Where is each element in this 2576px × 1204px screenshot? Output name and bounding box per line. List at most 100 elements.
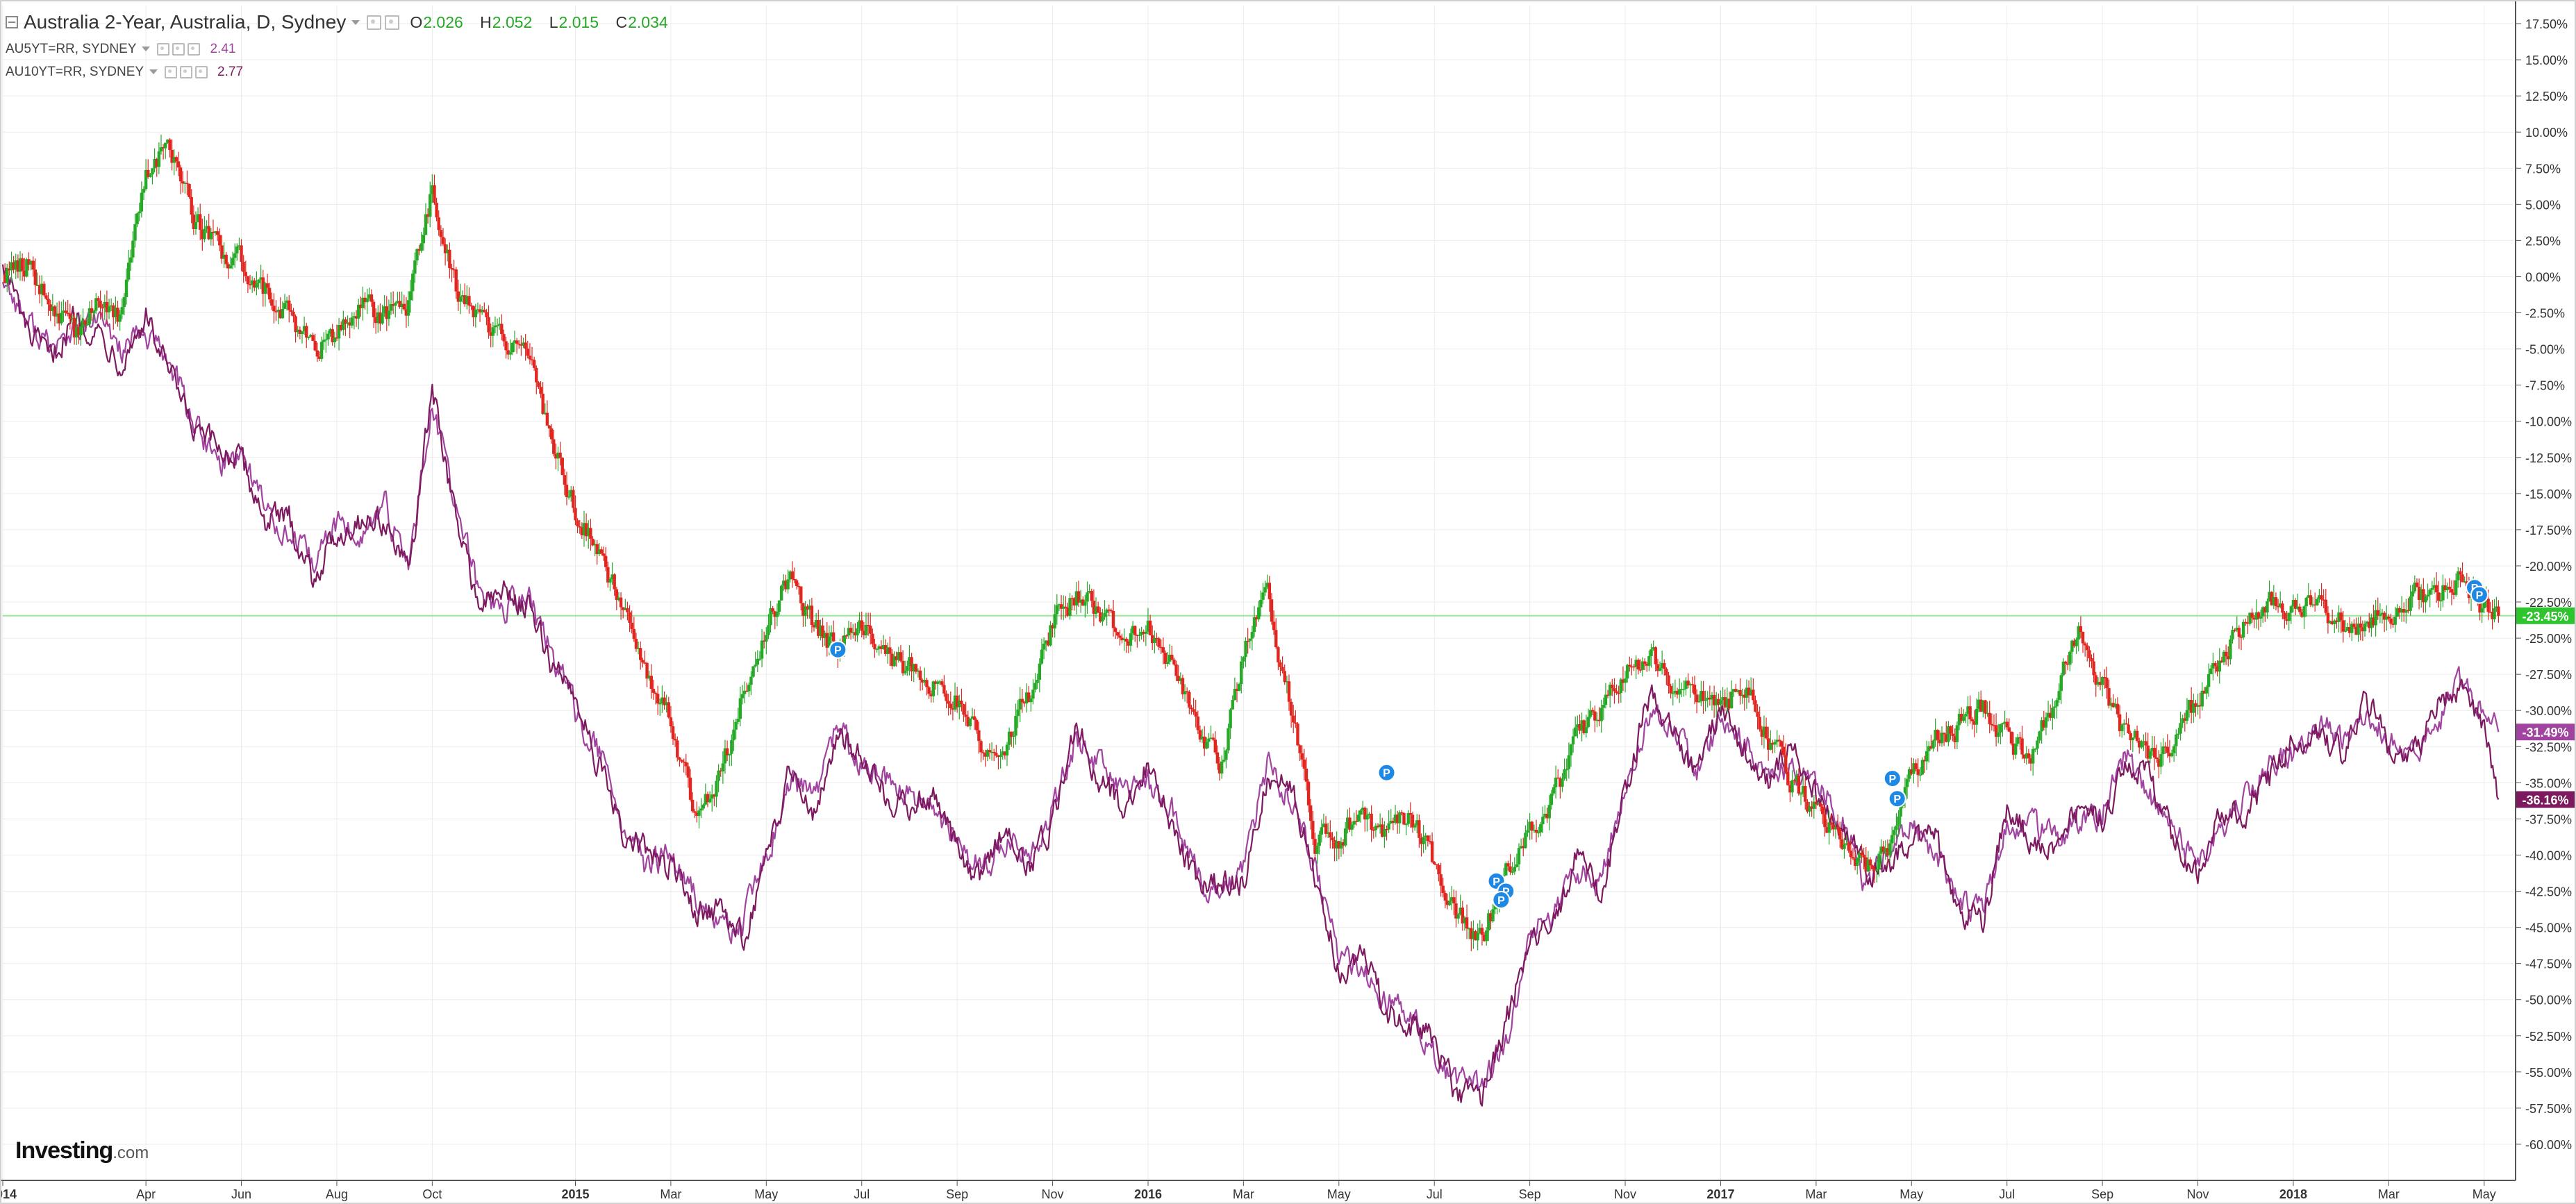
candle-body: [1806, 801, 1809, 812]
candle-body: [1580, 720, 1584, 731]
candle-body: [769, 608, 772, 626]
candle-body: [1925, 751, 1929, 762]
candle-body: [157, 151, 161, 167]
candle-body: [2013, 744, 2018, 755]
candle-body: [213, 231, 217, 233]
settings-icon[interactable]: [172, 42, 185, 56]
eye-icon[interactable]: [367, 15, 382, 30]
candle-body: [1686, 680, 1690, 686]
settings-icon[interactable]: [385, 15, 400, 30]
candle-body: [1372, 829, 1375, 831]
candle-body: [1781, 746, 1786, 755]
series-name-au5yt[interactable]: AU5YT=RR, SYDNEY: [6, 41, 137, 56]
high-value: 2.052: [492, 12, 533, 31]
instrument-title[interactable]: Australia 2-Year, Australia, D, Sydney: [24, 11, 347, 33]
eye-icon[interactable]: [157, 42, 170, 56]
logo-brand: Investing: [15, 1137, 113, 1164]
close-icon[interactable]: [195, 65, 208, 78]
candle-body: [2328, 621, 2332, 624]
y-tick-label: 2.50%: [2525, 234, 2561, 248]
candle-body: [120, 307, 124, 315]
candle-body: [762, 640, 766, 642]
candle-body: [25, 259, 28, 277]
candle-body: [995, 753, 998, 756]
candle-body: [2341, 620, 2345, 632]
close-label: C: [615, 12, 628, 31]
low-value: 2.015: [558, 12, 599, 31]
candle-body: [927, 687, 931, 694]
y-tick-label: -57.50%: [2525, 1102, 2572, 1116]
series-name-au10yt[interactable]: AU10YT=RR, SYDNEY: [6, 64, 144, 79]
candle-body: [842, 635, 846, 647]
candle-body: [1743, 694, 1747, 698]
close-icon[interactable]: [188, 42, 201, 56]
candle-body: [1188, 692, 1191, 708]
candle-body: [1413, 825, 1417, 828]
candle-body: [1335, 841, 1338, 848]
event-marker-label: P: [2476, 590, 2484, 602]
candle-body: [1929, 746, 1933, 749]
candle-body: [688, 777, 692, 800]
candle-body: [205, 226, 208, 229]
candle-body: [255, 283, 258, 288]
candle-body: [2046, 712, 2050, 718]
candle-body: [2291, 600, 2295, 607]
candle-body: [962, 704, 965, 715]
candle-body: [124, 279, 128, 297]
x-tick-label: Sep: [946, 1187, 968, 1201]
candle-body: [116, 308, 119, 322]
candle-body: [1409, 812, 1413, 815]
candle-body: [1884, 848, 1888, 852]
candle-body: [311, 335, 315, 342]
candle-body: [2034, 749, 2037, 750]
candle-body: [745, 690, 749, 692]
candle-body: [1411, 814, 1415, 828]
candle-body: [502, 334, 506, 342]
candle-body: [2457, 571, 2460, 580]
candle-body: [992, 751, 996, 753]
candle-body: [2142, 741, 2145, 742]
candle-body: [510, 342, 515, 353]
candle-body: [1031, 689, 1035, 699]
candle-body: [1270, 599, 1274, 622]
candle-body: [2122, 723, 2126, 725]
collapse-icon[interactable]: [6, 16, 18, 28]
candle-body: [1645, 664, 1649, 666]
chevron-down-icon[interactable]: [142, 47, 151, 51]
candle-body: [1942, 733, 1946, 735]
eye-icon[interactable]: [165, 65, 178, 78]
candle-body: [1777, 739, 1781, 742]
y-tick-label: -30.00%: [2525, 704, 2572, 718]
candle-body: [918, 670, 922, 680]
candle-body: [2157, 759, 2161, 767]
candle-body: [866, 624, 870, 626]
candle-body: [201, 229, 204, 240]
candle-body: [467, 296, 471, 306]
candle-body: [1695, 694, 1699, 703]
chevron-down-icon[interactable]: [351, 19, 360, 25]
candle-body: [771, 608, 774, 612]
candle-body: [856, 628, 859, 636]
candle-body: [1101, 617, 1104, 622]
candle-body: [949, 703, 952, 708]
candle-body: [2420, 589, 2423, 601]
candle-body: [2181, 718, 2184, 724]
candle-body: [389, 304, 393, 311]
candle-body: [276, 310, 280, 312]
settings-icon[interactable]: [180, 65, 193, 78]
candle-body: [1640, 661, 1645, 670]
candle-body: [2281, 603, 2284, 613]
y-tick-label: -40.00%: [2525, 848, 2572, 862]
candle-body: [350, 317, 354, 326]
chevron-down-icon[interactable]: [149, 69, 158, 74]
candle-body: [1532, 830, 1536, 831]
candle-body: [1881, 846, 1885, 852]
candle-body: [1957, 714, 1961, 726]
candle-body: [1053, 614, 1056, 629]
candle-body: [2198, 705, 2202, 707]
candle-body: [1897, 816, 1900, 826]
candle-body: [651, 689, 656, 693]
candle-body: [823, 633, 826, 638]
candle-body: [1018, 699, 1022, 710]
